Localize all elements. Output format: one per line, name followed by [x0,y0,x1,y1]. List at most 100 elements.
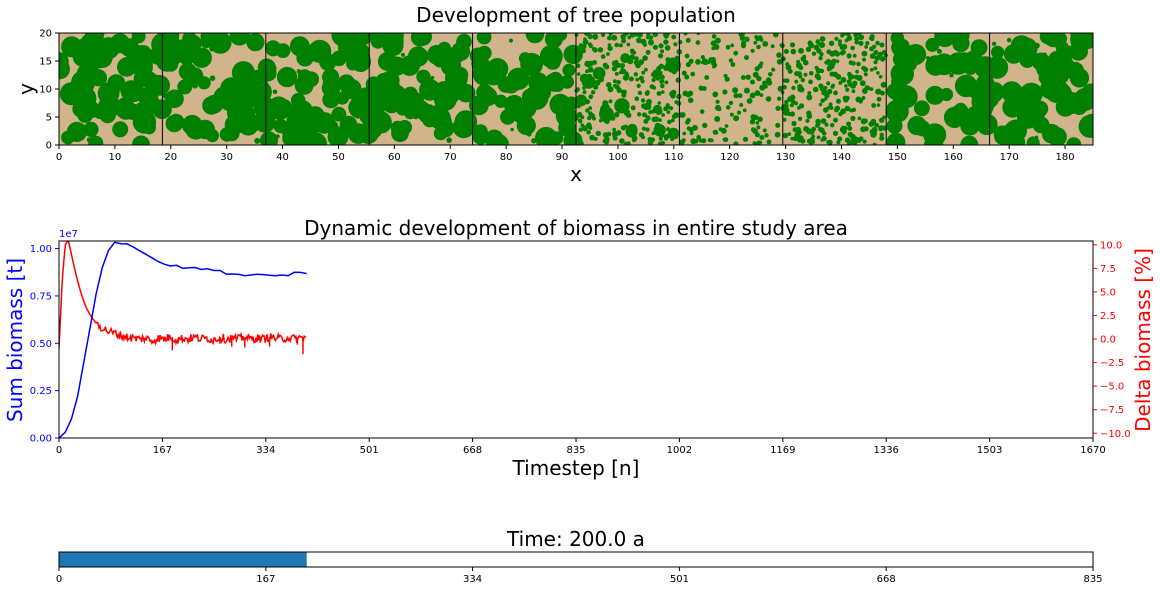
tree-sapling [663,33,667,37]
tree-sapling [671,34,677,40]
tree-sapling [683,33,688,36]
tree-crown [426,44,447,65]
tree-crown [362,96,386,120]
tree-sapling [644,67,648,72]
tree-sapling [740,43,747,49]
tree-crown [399,55,421,76]
tree-sapling [686,92,691,98]
tree-sapling [684,53,690,59]
tree-sapling [358,36,364,42]
tree-sapling [745,74,751,80]
tree-sapling [870,132,875,138]
tree-crown [168,113,185,131]
tree-sapling [862,66,869,73]
tree-crown [563,44,583,65]
tree-crown [77,107,94,123]
tree-sapling [1082,71,1088,77]
biomass-y2-tick-label: 10.0 [1100,240,1122,251]
tree-sapling [805,46,812,52]
tree-sapling [848,74,854,80]
tree-sapling [628,76,634,82]
tree-sapling [626,141,631,145]
tree-sapling [879,135,885,141]
tree-sapling [733,141,739,145]
tree-sapling [791,120,797,127]
biomass-y-tick-label: 0.00 [30,434,52,445]
tree-sapling [620,100,625,106]
tree-sapling [685,61,692,68]
tree-sapling [925,56,930,60]
tree-sapling [792,136,798,142]
biomass-y-tick-label: 0.25 [30,386,52,397]
tree-sapling [782,132,789,139]
tree-sapling [862,118,868,124]
tree-sapling [590,90,596,95]
tree-sapling [835,59,840,64]
tree-sapling [642,55,648,61]
tree-sapling [991,41,997,46]
tree-crown [276,66,298,88]
tree-sapling [875,88,882,95]
tree-sapling [829,71,835,77]
tree-sapling [172,97,178,103]
tree-sapling [371,118,375,122]
tree-sapling [729,112,734,117]
tree-sapling [637,112,642,117]
tree-sapling [739,33,746,37]
forest-y-tick-label: 5 [46,113,52,124]
tree-crown [1047,127,1067,145]
tree-sapling [666,110,671,114]
tree-sapling [688,127,695,133]
tree-sapling [631,129,638,135]
tree-sapling [840,33,845,38]
tree-crown [476,33,492,45]
tree-sapling [832,130,839,136]
tree-sapling [629,33,635,38]
tree-crown [516,115,536,136]
tree-sapling [591,47,596,51]
tree-sapling [776,59,783,65]
tree-sapling [627,35,631,40]
tree-sapling [843,125,848,131]
tree-sapling [836,98,841,104]
tree-sapling [654,70,660,76]
forest-x-tick-label: 80 [500,152,513,163]
tree-crown [507,67,530,91]
tree-sapling [603,64,610,70]
tree-sapling [869,67,874,72]
tree-sapling [623,104,628,109]
tree-sapling [413,114,419,120]
tree-sapling [797,135,804,142]
tree-crown [157,47,181,70]
tree-sapling [715,99,720,104]
tree-sapling [649,84,655,89]
tree-sapling [446,137,452,143]
tree-sapling [750,48,755,53]
tree-crown [124,103,141,120]
tree-crown [504,94,525,116]
tree-crown [986,82,1004,100]
time-x-tick-label: 501 [670,574,689,585]
tree-sapling [800,77,805,83]
tree-sapling [576,72,581,76]
tree-sapling [869,53,876,59]
biomass-multiplier: 1e7 [59,229,78,240]
tree-sapling [479,57,485,63]
tree-sapling [674,55,680,61]
tree-sapling [681,138,686,143]
tree-sapling [148,61,153,66]
tree-sapling [943,57,950,64]
tree-crown [1036,58,1057,79]
time-track [59,552,1093,567]
tree-sapling [756,125,761,130]
tree-sapling [900,97,906,103]
tree-sapling [209,46,215,52]
biomass-y2-tick-label: 0.0 [1100,335,1116,346]
tree-sapling [712,129,718,135]
tree-sapling [690,138,697,145]
tree-sapling [864,45,869,49]
tree-sapling [613,111,620,118]
tree-sapling [593,136,598,141]
tree-sapling [685,37,691,43]
tree-sapling [756,44,761,50]
